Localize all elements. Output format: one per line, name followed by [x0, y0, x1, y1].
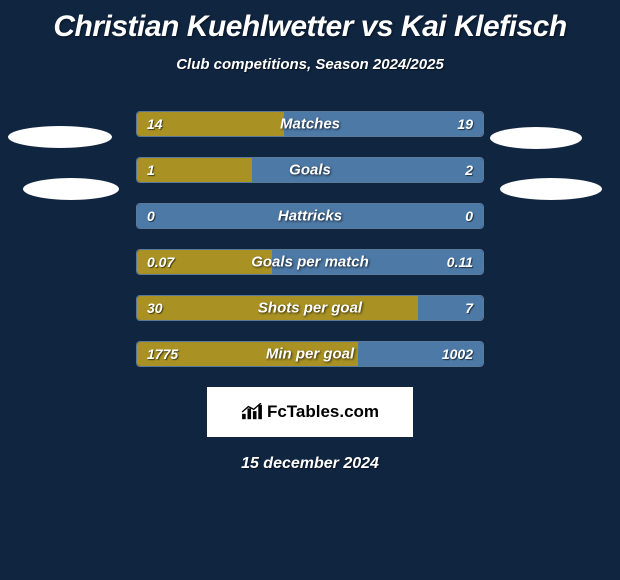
comparison-title: Christian Kuehlwetter vs Kai Klefisch	[0, 0, 620, 44]
stat-row: 1 2 Goals	[136, 157, 484, 183]
stat-label: Matches	[280, 116, 340, 133]
stat-value-right: 1002	[442, 346, 473, 362]
stat-row: 14 19 Matches	[136, 111, 484, 137]
stat-label: Goals	[289, 162, 331, 179]
stat-label: Goals per match	[251, 254, 369, 271]
stat-bar-right	[252, 158, 483, 182]
stat-value-left: 0	[147, 208, 155, 224]
stat-value-right: 2	[465, 162, 473, 178]
stat-label: Min per goal	[266, 346, 354, 363]
stat-value-right: 19	[457, 116, 473, 132]
stats-chart: 14 19 Matches 1 2 Goals 0 0 Hattricks 0.07 0.11 Goa…	[0, 111, 620, 367]
bar-chart-icon	[241, 403, 263, 421]
snapshot-date: 15 december 2024	[0, 455, 620, 473]
watermark-text: FcTables.com	[267, 402, 379, 422]
stat-value-right: 0	[465, 208, 473, 224]
stat-label: Hattricks	[278, 208, 342, 225]
stat-value-right: 7	[465, 300, 473, 316]
stat-label: Shots per goal	[258, 300, 362, 317]
stat-value-left: 1775	[147, 346, 178, 362]
stat-value-left: 1	[147, 162, 155, 178]
stat-row: 0.07 0.11 Goals per match	[136, 249, 484, 275]
comparison-subtitle: Club competitions, Season 2024/2025	[0, 56, 620, 73]
watermark-badge: FcTables.com	[207, 387, 413, 437]
stat-row: 0 0 Hattricks	[136, 203, 484, 229]
stat-row: 1775 1002 Min per goal	[136, 341, 484, 367]
stat-value-left: 0.07	[147, 254, 174, 270]
stat-value-right: 0.11	[447, 254, 473, 270]
stat-value-left: 30	[147, 300, 163, 316]
stat-row: 30 7 Shots per goal	[136, 295, 484, 321]
stat-value-left: 14	[147, 116, 163, 132]
